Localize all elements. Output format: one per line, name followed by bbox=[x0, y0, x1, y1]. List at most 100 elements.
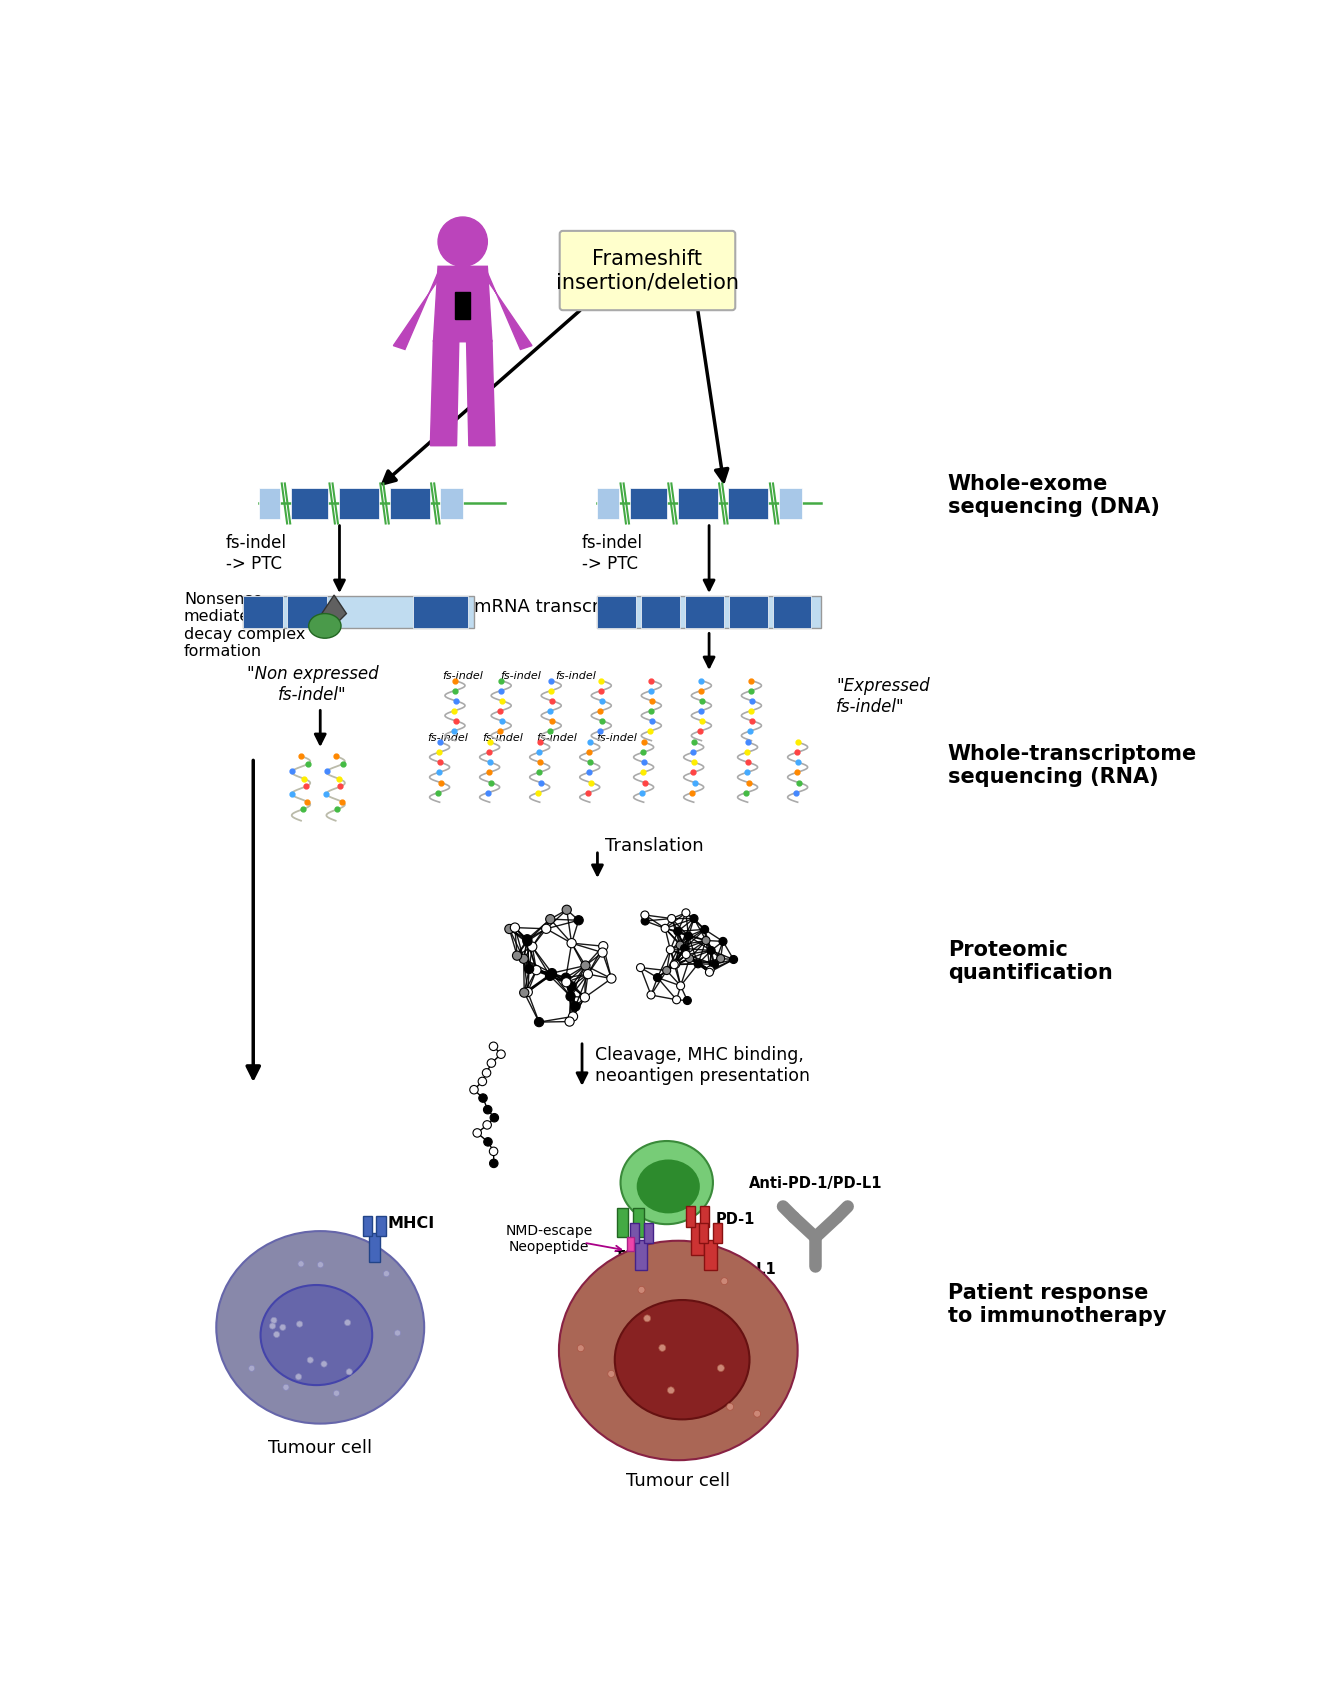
Circle shape bbox=[542, 924, 551, 933]
Bar bbox=[291, 488, 328, 518]
Ellipse shape bbox=[636, 1160, 700, 1214]
Bar bbox=[728, 488, 768, 518]
Circle shape bbox=[727, 1403, 734, 1410]
Text: fs-indel
-> PTC: fs-indel -> PTC bbox=[225, 535, 287, 572]
Text: fs-indel: fs-indel bbox=[555, 670, 596, 681]
Circle shape bbox=[706, 968, 714, 977]
Circle shape bbox=[524, 965, 534, 973]
Text: PD-1: PD-1 bbox=[716, 1212, 755, 1227]
Bar bbox=[700, 1205, 710, 1227]
Circle shape bbox=[636, 963, 644, 972]
Text: mRNA transcription: mRNA transcription bbox=[474, 598, 651, 616]
Circle shape bbox=[490, 1114, 499, 1122]
Circle shape bbox=[683, 997, 691, 1004]
Circle shape bbox=[718, 1365, 724, 1371]
Circle shape bbox=[700, 926, 708, 933]
Circle shape bbox=[642, 918, 650, 924]
Text: Patient response
to immunotherapy: Patient response to immunotherapy bbox=[947, 1283, 1166, 1326]
Circle shape bbox=[567, 938, 576, 948]
Bar bbox=[730, 596, 767, 628]
Text: Cleavage, MHC binding,
neoantigen presentation: Cleavage, MHC binding, neoantigen presen… bbox=[595, 1046, 810, 1085]
Circle shape bbox=[547, 968, 556, 979]
Bar bbox=[376, 1216, 386, 1236]
Circle shape bbox=[580, 992, 590, 1002]
Bar bbox=[618, 1209, 628, 1238]
Circle shape bbox=[690, 914, 698, 923]
Polygon shape bbox=[487, 273, 532, 349]
Ellipse shape bbox=[216, 1231, 424, 1424]
Circle shape bbox=[321, 1361, 327, 1366]
Polygon shape bbox=[321, 596, 347, 626]
Circle shape bbox=[707, 946, 715, 955]
Bar bbox=[643, 1224, 652, 1243]
Circle shape bbox=[483, 1106, 492, 1114]
Circle shape bbox=[295, 1373, 301, 1380]
Circle shape bbox=[296, 1321, 303, 1327]
Bar bbox=[287, 596, 327, 628]
Circle shape bbox=[483, 1121, 491, 1129]
Polygon shape bbox=[434, 266, 492, 342]
Bar bbox=[440, 488, 463, 518]
Bar bbox=[598, 596, 636, 628]
Text: Translation: Translation bbox=[606, 836, 704, 855]
Circle shape bbox=[484, 1138, 492, 1146]
Circle shape bbox=[580, 962, 590, 970]
Circle shape bbox=[682, 909, 690, 918]
Bar bbox=[339, 488, 379, 518]
Circle shape bbox=[487, 1058, 496, 1067]
Circle shape bbox=[383, 1271, 390, 1277]
Ellipse shape bbox=[559, 1241, 798, 1459]
Circle shape bbox=[720, 1278, 728, 1285]
Text: Whole-transcriptome
sequencing (RNA): Whole-transcriptome sequencing (RNA) bbox=[947, 743, 1197, 787]
Circle shape bbox=[248, 1365, 255, 1371]
Bar bbox=[243, 596, 283, 628]
Circle shape bbox=[659, 1344, 666, 1351]
Text: Nonsense-
mediated
decay complex
formation: Nonsense- mediated decay complex formati… bbox=[184, 593, 305, 659]
Text: NMD-escape
Neopeptide: NMD-escape Neopeptide bbox=[506, 1224, 592, 1255]
Circle shape bbox=[496, 1050, 506, 1058]
Text: fs-indel: fs-indel bbox=[500, 670, 540, 681]
Bar bbox=[455, 291, 471, 318]
Circle shape bbox=[676, 941, 684, 950]
Circle shape bbox=[490, 1148, 498, 1156]
Text: "Non expressed
fs-indel": "Non expressed fs-indel" bbox=[247, 665, 379, 704]
Polygon shape bbox=[431, 340, 459, 445]
Circle shape bbox=[317, 1261, 324, 1268]
Circle shape bbox=[663, 967, 671, 975]
Circle shape bbox=[566, 992, 575, 1001]
Circle shape bbox=[706, 967, 714, 973]
Bar bbox=[678, 488, 718, 518]
Text: Tumour cell: Tumour cell bbox=[268, 1439, 372, 1458]
Circle shape bbox=[562, 977, 571, 987]
Circle shape bbox=[490, 1043, 498, 1051]
Bar bbox=[691, 1222, 704, 1255]
Bar bbox=[642, 596, 680, 628]
Ellipse shape bbox=[615, 1300, 750, 1419]
Circle shape bbox=[667, 914, 675, 923]
Ellipse shape bbox=[260, 1285, 372, 1385]
Bar bbox=[712, 1224, 722, 1243]
Circle shape bbox=[568, 1012, 578, 1021]
Bar bbox=[704, 1241, 716, 1270]
Bar bbox=[627, 1238, 635, 1251]
Text: "Expressed
fs-indel": "Expressed fs-indel" bbox=[836, 677, 930, 716]
Text: MHCI: MHCI bbox=[616, 1280, 659, 1295]
Circle shape bbox=[519, 955, 528, 963]
Circle shape bbox=[599, 941, 608, 951]
Circle shape bbox=[512, 951, 522, 960]
Circle shape bbox=[672, 995, 680, 1004]
Circle shape bbox=[644, 1315, 651, 1322]
Text: PD-L1: PD-L1 bbox=[727, 1261, 776, 1277]
Text: fs-indel: fs-indel bbox=[427, 733, 468, 743]
Circle shape bbox=[564, 1017, 574, 1026]
Circle shape bbox=[344, 1319, 351, 1326]
Bar bbox=[772, 596, 811, 628]
Circle shape bbox=[719, 938, 727, 945]
Circle shape bbox=[307, 1358, 313, 1363]
Polygon shape bbox=[394, 273, 438, 349]
Circle shape bbox=[654, 973, 662, 982]
Text: fs-indel: fs-indel bbox=[536, 733, 578, 743]
Bar bbox=[363, 1216, 372, 1236]
Circle shape bbox=[567, 982, 576, 990]
Ellipse shape bbox=[308, 613, 342, 638]
